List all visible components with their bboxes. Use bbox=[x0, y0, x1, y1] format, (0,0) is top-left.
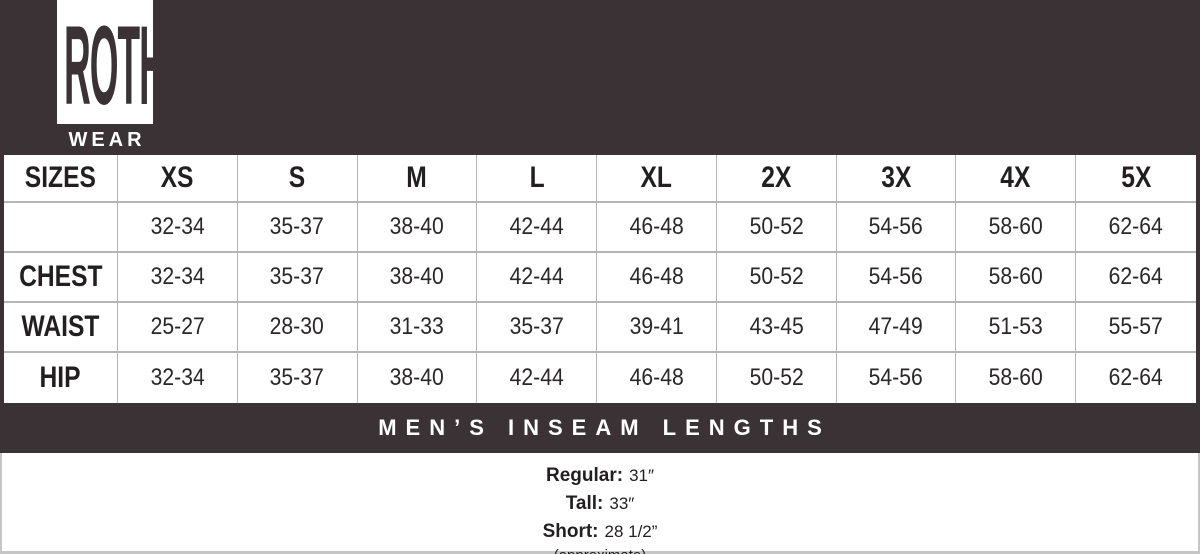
table-cell: 32-34 bbox=[118, 253, 238, 303]
table-cell: 35-37 bbox=[237, 253, 358, 303]
inseam-banner: MEN’S INSEAM LENGTHS bbox=[0, 403, 1200, 453]
table-header-l: L bbox=[477, 155, 598, 203]
table-header-5x: 5X bbox=[1076, 155, 1196, 203]
table-cell: 46-48 bbox=[597, 203, 717, 253]
inseam-tall-value: 33″ bbox=[609, 494, 635, 513]
inseam-short-label: Short: bbox=[542, 521, 599, 542]
table-cell: 35-37 bbox=[237, 203, 358, 253]
inseam-regular: Regular: 31″ bbox=[2, 462, 1198, 490]
brand-header: ROTH WEAR bbox=[0, 0, 1200, 155]
table-cell: 54-56 bbox=[837, 353, 957, 403]
row-label-waist: WAIST bbox=[4, 303, 118, 353]
logo-box: ROTH bbox=[57, 0, 166, 124]
table-cell: 32-34 bbox=[118, 203, 238, 253]
table-header-s: S bbox=[237, 155, 358, 203]
brand-name-bottom: WEAR bbox=[68, 129, 146, 151]
inseam-regular-label: Regular: bbox=[545, 465, 624, 486]
row-label-hip: HIP bbox=[4, 353, 118, 403]
table-header-3x: 3X bbox=[836, 155, 957, 203]
table-cell: 62-64 bbox=[1109, 364, 1164, 391]
table-header-xl: XL bbox=[597, 155, 717, 203]
table-cell: 28-30 bbox=[237, 303, 358, 353]
brand-logo: ROTH WEAR bbox=[57, 0, 166, 152]
table-cell: 35-37 bbox=[238, 353, 358, 403]
table-cell: 54-56 bbox=[836, 203, 957, 253]
table-cell: 38-40 bbox=[358, 353, 478, 403]
table-cell: 50-52 bbox=[716, 203, 837, 253]
table-cell: 42-44 bbox=[477, 253, 598, 303]
inseam-regular-value: 31″ bbox=[629, 466, 654, 485]
table-cell: 38-40 bbox=[357, 253, 478, 303]
table-cell: 25-27 bbox=[118, 303, 238, 353]
brand-name-top: ROTH bbox=[64, 1, 166, 129]
inseam-short: Short: 28 1/2” bbox=[2, 518, 1198, 546]
inseam-banner-title: MEN’S INSEAM LENGTHS bbox=[378, 415, 831, 440]
table-cell: 46-48 bbox=[597, 253, 717, 303]
table-cell: 51-53 bbox=[956, 303, 1077, 353]
table-cell: 47-49 bbox=[836, 303, 957, 353]
inseam-note: (approximate) bbox=[2, 546, 1198, 554]
table-cell: 42-44 bbox=[477, 353, 598, 403]
table-cell: 43-45 bbox=[716, 303, 837, 353]
table-cell: 55-57 bbox=[1076, 303, 1196, 353]
inseam-details: Regular: 31″ Tall: 33″ Short: 28 1/2” (appr… bbox=[0, 453, 1200, 554]
table-cell: 32-34 bbox=[118, 353, 238, 403]
inseam-tall-label: Tall: bbox=[565, 493, 604, 514]
table-cell: 58-60 bbox=[956, 253, 1077, 303]
table-header-sizes: SIZES bbox=[4, 155, 118, 203]
table-cell: 31-33 bbox=[357, 303, 478, 353]
table-cell: 35-37 bbox=[477, 303, 598, 353]
table-cell: 58-60 bbox=[956, 353, 1077, 403]
row-label-chest: CHEST bbox=[4, 253, 118, 303]
table-cell: 42-44 bbox=[477, 203, 598, 253]
table-cell: 39-41 bbox=[597, 303, 717, 353]
inseam-short-value: 28 1/2” bbox=[604, 522, 658, 541]
size-table: SIZES XS S M L XL 2X 3X 4X 5X 32-34 35-3… bbox=[0, 155, 1200, 403]
table-cell: 62-64 bbox=[1076, 253, 1196, 303]
table-cell: 62-64 bbox=[1076, 203, 1196, 253]
table-cell: 58-60 bbox=[956, 203, 1077, 253]
table-cell: 50-52 bbox=[716, 253, 837, 303]
table-header-4x: 4X bbox=[956, 155, 1077, 203]
table-cell: 46-48 bbox=[597, 353, 717, 403]
row-label-blank bbox=[4, 203, 118, 253]
table-header-2x: 2X bbox=[716, 155, 837, 203]
table-cell: 50-52 bbox=[717, 353, 837, 403]
inseam-tall: Tall: 33″ bbox=[2, 490, 1198, 518]
table-header-xs: XS bbox=[118, 155, 238, 203]
table-cell: 54-56 bbox=[836, 253, 957, 303]
table-header-m: M bbox=[357, 155, 478, 203]
table-cell: 38-40 bbox=[357, 203, 478, 253]
